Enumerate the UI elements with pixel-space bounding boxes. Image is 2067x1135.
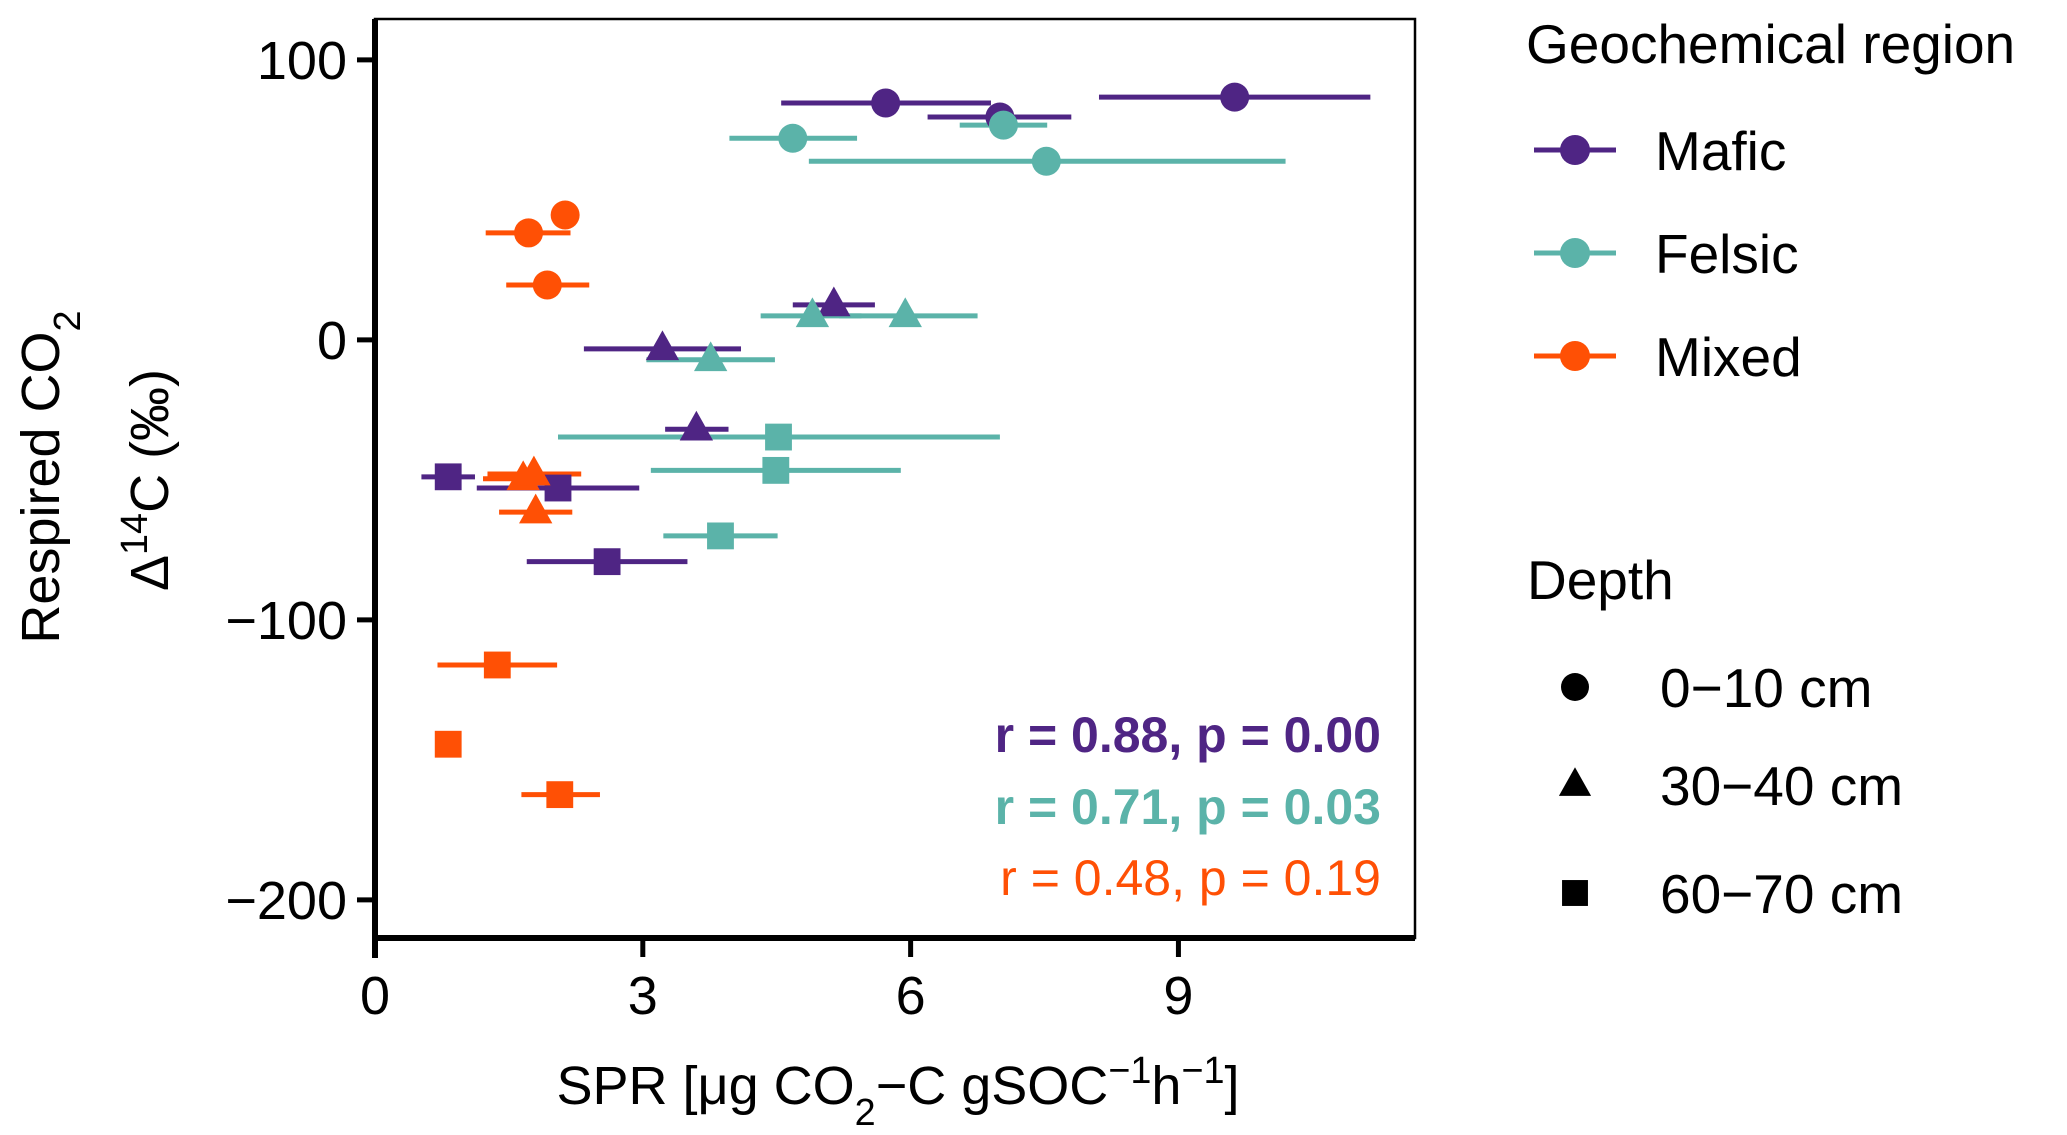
data-point-mixed-square bbox=[434, 730, 462, 758]
y-axis-title-line2-part: C (‰) bbox=[120, 369, 180, 513]
legend-label: 30−40 cm bbox=[1660, 755, 1903, 817]
y-axis-title-line2: Δ14C (‰) bbox=[114, 369, 180, 591]
data-point-mixed-circle bbox=[550, 200, 580, 230]
data-point-mixed-square bbox=[483, 651, 511, 679]
data-point-felsic-triangle bbox=[795, 297, 830, 328]
x-tick-label: 3 bbox=[628, 966, 658, 1026]
y-axis-title-line1-part: 2 bbox=[47, 310, 89, 331]
data-point-mixed-triangle bbox=[519, 493, 553, 524]
data-markers bbox=[434, 82, 1250, 809]
legend-title-depth: Depth bbox=[1527, 549, 1674, 611]
x-tick-label: 0 bbox=[360, 966, 390, 1026]
x-tick-label: 6 bbox=[896, 966, 926, 1026]
legend-triangle-icon bbox=[1558, 767, 1592, 796]
legend-item-mixed: Mixed bbox=[1534, 326, 1802, 388]
data-point-mafic-triangle bbox=[645, 330, 680, 361]
y-tick-label: 100 bbox=[257, 31, 347, 91]
x-axis-title-part: h bbox=[1151, 1056, 1181, 1116]
legend-square-icon bbox=[1562, 880, 1588, 906]
data-point-mafic-square bbox=[593, 548, 621, 576]
legend-label: 60−70 cm bbox=[1660, 863, 1903, 925]
data-point-mafic-triangle bbox=[817, 286, 851, 317]
correlation-annotations: r = 0.88, p = 0.00 r = 0.71, p = 0.03 r = … bbox=[995, 707, 1381, 906]
annotation-mixed: r = 0.48, p = 0.19 bbox=[1000, 850, 1381, 906]
x-axis-title-part: ] bbox=[1225, 1056, 1240, 1116]
data-point-felsic-square bbox=[707, 522, 734, 550]
annotation-felsic: r = 0.71, p = 0.03 bbox=[995, 779, 1381, 835]
x-axis-title-part: −1 bbox=[1108, 1050, 1151, 1092]
data-point-felsic-circle bbox=[1031, 146, 1061, 176]
x-tick-label: 9 bbox=[1163, 966, 1193, 1026]
legend-circle-icon bbox=[1560, 341, 1590, 371]
x-axis-title: SPR [μg CO2−C gSOC−1h−1] bbox=[556, 1050, 1239, 1134]
data-point-felsic-triangle bbox=[693, 341, 728, 372]
y-axis-title-line1: Respired CO2 bbox=[11, 310, 89, 643]
legend-label: Mafic bbox=[1655, 120, 1786, 182]
legend-item-felsic: Felsic bbox=[1534, 223, 1799, 285]
y-axis-title-line1-part: Respired CO bbox=[11, 331, 71, 643]
data-point-mixed-circle bbox=[532, 270, 562, 300]
data-point-felsic-triangle bbox=[888, 297, 922, 328]
data-point-mafic-square bbox=[544, 474, 572, 502]
x-axis-title-part: −1 bbox=[1181, 1050, 1224, 1092]
legend-item-mafic: Mafic bbox=[1534, 120, 1786, 182]
x-axis-title-part: 2 bbox=[855, 1092, 876, 1134]
data-point-mafic-triangle bbox=[679, 410, 714, 441]
legend-circle-icon bbox=[1560, 135, 1590, 165]
data-point-felsic-square bbox=[762, 456, 790, 484]
legend: Geochemical region Mafic Felsic Mixed Depth 0… bbox=[1526, 13, 2015, 925]
data-point-mixed-square bbox=[546, 781, 574, 809]
data-point-felsic-circle bbox=[778, 123, 808, 153]
legend-title-region: Geochemical region bbox=[1526, 13, 2015, 75]
x-axis-title-part: −C gSOC bbox=[876, 1056, 1109, 1116]
data-point-felsic-circle bbox=[988, 110, 1018, 140]
legend-item-depth: 60−70 cm bbox=[1562, 863, 1903, 925]
legend-item-depth: 30−40 cm bbox=[1558, 755, 1903, 817]
data-point-mafic-circle bbox=[1220, 82, 1250, 112]
data-point-mixed-circle bbox=[514, 218, 544, 248]
data-point-mafic-square bbox=[434, 463, 462, 491]
legend-circle-icon bbox=[1560, 238, 1590, 268]
legend-circle-icon bbox=[1561, 673, 1589, 701]
legend-item-depth: 0−10 cm bbox=[1561, 657, 1872, 719]
data-point-mafic-circle bbox=[871, 88, 901, 118]
y-tick-label: −200 bbox=[225, 871, 347, 931]
legend-label: Mixed bbox=[1655, 326, 1802, 388]
data-point-felsic-square bbox=[765, 423, 792, 451]
y-tick-label: −100 bbox=[225, 591, 347, 651]
y-axis-title-line2-part: Δ bbox=[120, 555, 180, 591]
legend-label: 0−10 cm bbox=[1660, 657, 1872, 719]
x-axis-title-part: SPR [μg CO bbox=[556, 1056, 854, 1116]
y-axis-title-line2-part: 14 bbox=[114, 513, 156, 555]
legend-label: Felsic bbox=[1655, 223, 1799, 285]
y-tick-label: 0 bbox=[317, 311, 347, 371]
annotation-mafic: r = 0.88, p = 0.00 bbox=[995, 707, 1381, 763]
data-point-mixed-triangle bbox=[517, 455, 551, 486]
